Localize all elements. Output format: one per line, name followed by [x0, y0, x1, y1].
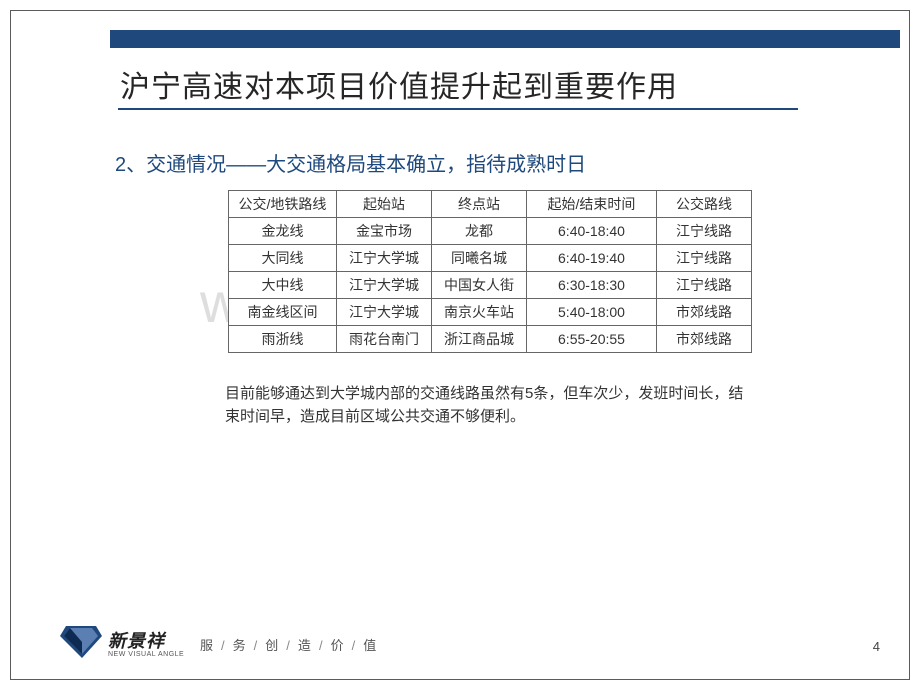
logo: 新景祥 NEW VISUAL ANGLE [58, 622, 184, 662]
tagline-char: 创 [265, 638, 280, 653]
cell: 大中线 [229, 272, 337, 299]
cell: 江宁线路 [657, 245, 752, 272]
cell: 浙江商品城 [432, 326, 527, 353]
tagline-char: 服 [200, 638, 215, 653]
th-start: 起始站 [337, 191, 432, 218]
cell: 大同线 [229, 245, 337, 272]
cell: 江宁线路 [657, 272, 752, 299]
cell: 雨浙线 [229, 326, 337, 353]
th-end: 终点站 [432, 191, 527, 218]
tagline-char: 造 [298, 638, 313, 653]
cell: 中国女人街 [432, 272, 527, 299]
cell: 6:30-18:30 [527, 272, 657, 299]
cell: 江宁大学城 [337, 245, 432, 272]
cell: 6:55-20:55 [527, 326, 657, 353]
bus-table-container: 公交/地铁路线 起始站 终点站 起始/结束时间 公交路线 金龙线 金宝市场 龙都… [228, 190, 752, 353]
cell: 江宁大学城 [337, 272, 432, 299]
tagline-sep: / [352, 638, 358, 653]
cell: 6:40-18:40 [527, 218, 657, 245]
tagline-sep: / [221, 638, 227, 653]
table-row: 南金线区间 江宁大学城 南京火车站 5:40-18:00 市郊线路 [229, 299, 752, 326]
page-number: 4 [873, 639, 880, 654]
bus-table: 公交/地铁路线 起始站 终点站 起始/结束时间 公交路线 金龙线 金宝市场 龙都… [228, 190, 752, 353]
body-paragraph: 目前能够通达到大学城内部的交通线路虽然有5条，但车次少，发班时间长，结束时间早，… [225, 382, 755, 429]
logo-cn: 新景祥 [108, 627, 184, 653]
tagline-sep: / [319, 638, 325, 653]
top-accent-bar [110, 30, 900, 48]
tagline-char: 价 [331, 638, 346, 653]
cell: 同曦名城 [432, 245, 527, 272]
cell: 南京火车站 [432, 299, 527, 326]
cell: 市郊线路 [657, 299, 752, 326]
cell: 市郊线路 [657, 326, 752, 353]
footer: 新景祥 NEW VISUAL ANGLE 服 / 务 / 创 / 造 / 价 / 值 4 [0, 620, 920, 668]
table-row: 大中线 江宁大学城 中国女人街 6:30-18:30 江宁线路 [229, 272, 752, 299]
tagline-sep: / [254, 638, 260, 653]
cell: 5:40-18:00 [527, 299, 657, 326]
th-route: 公交/地铁路线 [229, 191, 337, 218]
cell: 龙都 [432, 218, 527, 245]
cell: 江宁线路 [657, 218, 752, 245]
page-title: 沪宁高速对本项目价值提升起到重要作用 [120, 62, 678, 106]
logo-en: NEW VISUAL ANGLE [108, 651, 184, 658]
section-subtitle: 2、交通情况——大交通格局基本确立，指待成熟时日 [115, 148, 586, 177]
cell: 江宁大学城 [337, 299, 432, 326]
table-row: 大同线 江宁大学城 同曦名城 6:40-19:40 江宁线路 [229, 245, 752, 272]
cell: 南金线区间 [229, 299, 337, 326]
footer-tagline: 服 / 务 / 创 / 造 / 价 / 值 [200, 635, 378, 654]
cell: 金宝市场 [337, 218, 432, 245]
logo-text: 新景祥 NEW VISUAL ANGLE [108, 627, 184, 658]
table-header-row: 公交/地铁路线 起始站 终点站 起始/结束时间 公交路线 [229, 191, 752, 218]
table-row: 金龙线 金宝市场 龙都 6:40-18:40 江宁线路 [229, 218, 752, 245]
th-time: 起始/结束时间 [527, 191, 657, 218]
tagline-char: 务 [233, 638, 248, 653]
tagline-char: 值 [363, 638, 378, 653]
cell: 雨花台南门 [337, 326, 432, 353]
tagline-sep: / [286, 638, 292, 653]
logo-mark-icon [58, 622, 104, 662]
cell: 6:40-19:40 [527, 245, 657, 272]
th-type: 公交路线 [657, 191, 752, 218]
table-row: 雨浙线 雨花台南门 浙江商品城 6:55-20:55 市郊线路 [229, 326, 752, 353]
cell: 金龙线 [229, 218, 337, 245]
slide: 沪宁高速对本项目价值提升起到重要作用 2、交通情况——大交通格局基本确立，指待成… [0, 0, 920, 690]
title-underline [118, 108, 798, 110]
